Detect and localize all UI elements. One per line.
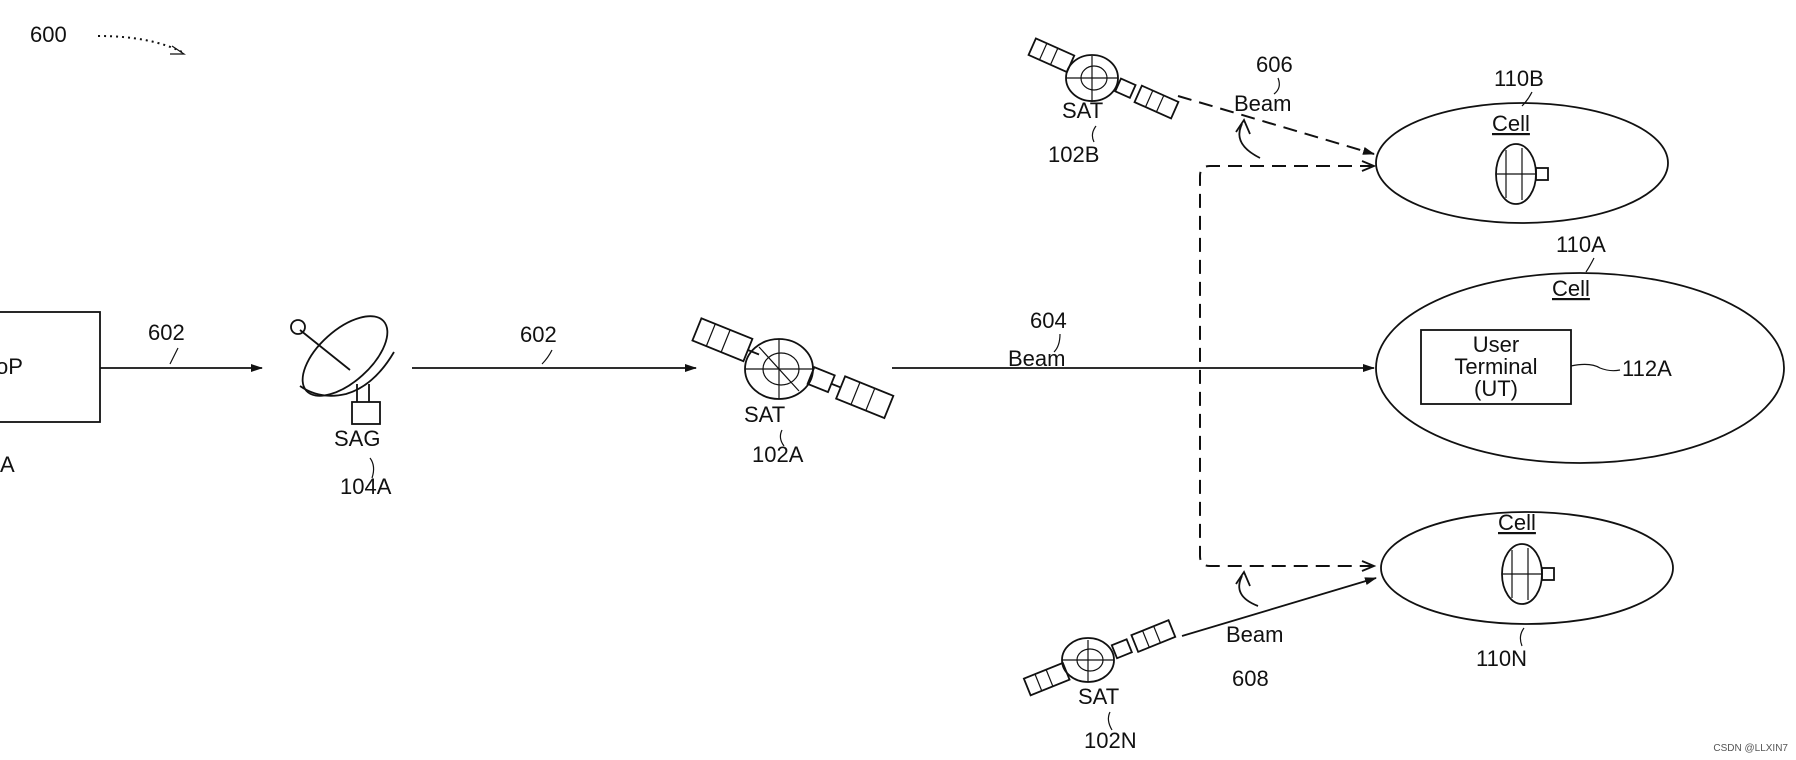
satellite-a-ref: 102A	[752, 442, 804, 467]
figure-leader-arrowhead	[170, 46, 184, 54]
beam-606-steer-arrow	[1239, 124, 1260, 158]
feeder-link-left-ref: 602	[148, 320, 185, 345]
beam-608-ref: 608	[1232, 666, 1269, 691]
sag-dish-icon	[289, 302, 401, 424]
beam-606-ref: 606	[1256, 52, 1293, 77]
beam-604-ref: 604	[1030, 308, 1067, 333]
satellite-b-ref-leader	[1092, 126, 1096, 142]
satellite-n-label: SAT	[1078, 684, 1119, 709]
cell-110n-label: Cell	[1498, 510, 1536, 535]
figure-number: 600	[30, 22, 67, 47]
feeder-link-left-leader	[170, 348, 178, 364]
satellite-b-icon	[1029, 38, 1179, 118]
beam-handover-path	[1200, 166, 1374, 566]
beam-606-label: Beam	[1234, 91, 1291, 116]
cell-110b-ref: 110B	[1494, 66, 1544, 91]
sag-ref: 104A	[340, 474, 392, 499]
beam-608-label: Beam	[1226, 622, 1283, 647]
user-terminal-ref: 112A	[1622, 356, 1672, 381]
cell-110a	[1376, 273, 1784, 463]
cell-110a-leader	[1586, 258, 1594, 272]
satellite-b-ref: 102B	[1048, 142, 1099, 167]
watermark: CSDN @LLXIN7	[1713, 743, 1788, 754]
user-terminal-line3: (UT)	[1474, 376, 1518, 401]
cell-110n-terminal-icon	[1502, 544, 1554, 604]
beam-608-steer-arrowhead	[1236, 572, 1250, 586]
figure-leader	[98, 36, 182, 52]
beam-604-label: Beam	[1008, 346, 1065, 371]
cell-110a-ref: 110A	[1556, 232, 1606, 257]
gateway-box: oP A	[0, 312, 100, 477]
satellite-b-label: SAT	[1062, 98, 1103, 123]
sag-label: SAG	[334, 426, 380, 451]
feeder-link-right-leader	[542, 350, 552, 364]
cell-110a-label: Cell	[1552, 276, 1590, 301]
feeder-link-right-ref: 602	[520, 322, 557, 347]
beam-606-steer-arrowhead	[1236, 120, 1250, 134]
satellite-n-ref: 102N	[1084, 728, 1137, 753]
cell-110b-terminal-icon	[1496, 144, 1548, 204]
satellite-a-icon	[692, 318, 893, 418]
cell-110n-ref: 110N	[1476, 646, 1527, 671]
satellite-a-label: SAT	[744, 402, 785, 427]
cell-110b-label: Cell	[1492, 111, 1530, 136]
gateway-ref: A	[0, 452, 15, 477]
gateway-label: oP	[0, 354, 23, 379]
user-terminal-leader	[1571, 364, 1620, 370]
cell-110n-leader	[1520, 628, 1524, 646]
